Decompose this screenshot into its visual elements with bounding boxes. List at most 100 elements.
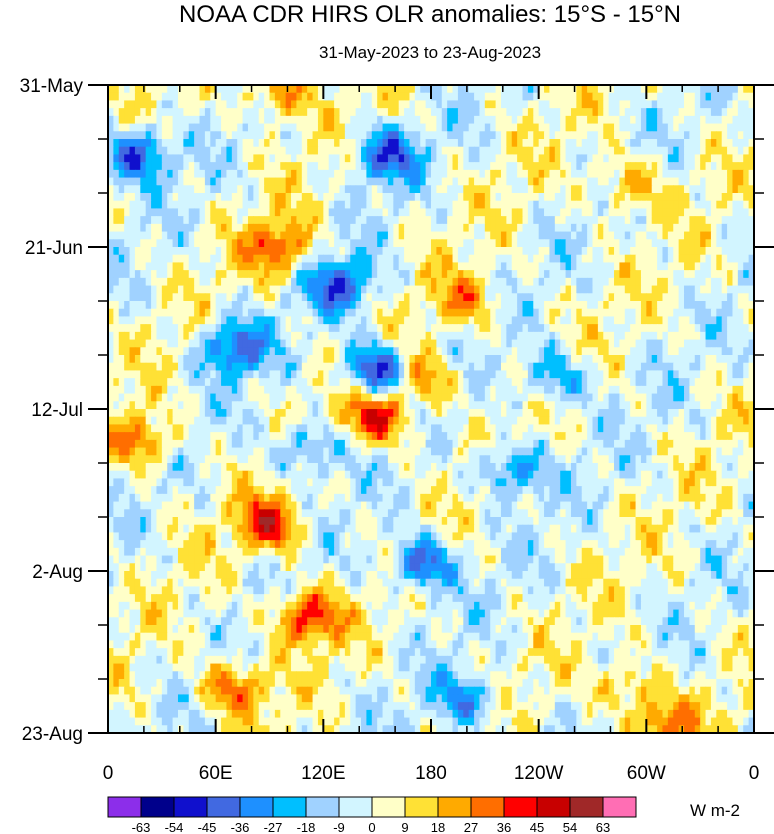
heatmap-cell bbox=[355, 200, 362, 210]
heatmap-cell bbox=[463, 362, 470, 372]
heatmap-cell bbox=[161, 308, 168, 318]
heatmap-cell bbox=[484, 270, 491, 279]
heatmap-cell bbox=[194, 231, 201, 240]
heatmap-cell bbox=[743, 362, 750, 372]
heatmap-cell bbox=[350, 85, 357, 94]
heatmap-cell bbox=[479, 169, 486, 179]
heatmap-cell bbox=[172, 285, 179, 294]
heatmap-cell bbox=[188, 393, 195, 402]
heatmap-cell bbox=[484, 370, 491, 379]
heatmap-cell bbox=[710, 223, 717, 233]
heatmap-cell bbox=[597, 123, 604, 132]
heatmap-cell bbox=[431, 85, 437, 94]
heatmap-cell bbox=[280, 254, 287, 264]
heatmap-cell bbox=[377, 378, 384, 387]
heatmap-cell bbox=[339, 115, 346, 125]
heatmap-cell bbox=[560, 370, 567, 379]
heatmap-cell bbox=[527, 139, 534, 148]
heatmap-cell bbox=[188, 85, 195, 94]
heatmap-cell bbox=[500, 100, 507, 109]
heatmap-cell bbox=[640, 231, 647, 240]
heatmap-cell bbox=[581, 208, 588, 217]
heatmap-cell bbox=[737, 185, 744, 194]
heatmap-cell bbox=[710, 293, 717, 302]
heatmap-cell bbox=[474, 139, 481, 148]
heatmap-cell bbox=[560, 378, 567, 387]
heatmap-cell bbox=[366, 154, 373, 163]
heatmap-cell bbox=[129, 146, 136, 156]
heatmap-cell bbox=[533, 185, 540, 194]
heatmap-cell bbox=[544, 231, 551, 240]
heatmap-cell bbox=[204, 339, 211, 348]
heatmap-cell bbox=[420, 378, 427, 387]
heatmap-cell bbox=[511, 216, 518, 225]
heatmap-cell bbox=[323, 146, 330, 156]
heatmap-cell bbox=[597, 270, 604, 279]
heatmap-cell bbox=[140, 308, 147, 318]
heatmap-cell bbox=[377, 185, 384, 194]
heatmap-cell bbox=[710, 270, 717, 279]
heatmap-cell bbox=[199, 362, 206, 372]
heatmap-cell bbox=[221, 316, 228, 325]
heatmap-cell bbox=[425, 331, 432, 341]
heatmap-cell bbox=[522, 362, 529, 372]
heatmap-cell bbox=[619, 362, 626, 372]
heatmap-cell bbox=[204, 308, 211, 318]
heatmap-cell bbox=[657, 85, 664, 94]
heatmap-cell bbox=[231, 262, 238, 271]
heatmap-cell bbox=[226, 401, 233, 410]
heatmap-cell bbox=[108, 123, 114, 132]
heatmap-cell bbox=[447, 123, 454, 132]
heatmap-cell bbox=[393, 247, 400, 256]
heatmap-cell bbox=[581, 316, 588, 325]
heatmap-cell bbox=[194, 316, 201, 325]
heatmap-cell bbox=[436, 92, 443, 102]
heatmap-cell bbox=[291, 200, 298, 210]
heatmap-cell bbox=[194, 185, 201, 194]
heatmap-cell bbox=[167, 115, 174, 125]
heatmap-cell bbox=[344, 231, 351, 240]
heatmap-cell bbox=[377, 200, 384, 210]
heatmap-cell bbox=[188, 301, 195, 310]
heatmap-cell bbox=[145, 216, 152, 225]
heatmap-cell bbox=[242, 154, 249, 163]
heatmap-cell bbox=[436, 193, 443, 202]
heatmap-cell bbox=[140, 339, 147, 348]
heatmap-cell bbox=[129, 239, 136, 248]
heatmap-cell bbox=[194, 270, 201, 279]
heatmap-cell bbox=[527, 169, 534, 179]
heatmap-cell bbox=[247, 146, 254, 156]
heatmap-cell bbox=[377, 146, 384, 156]
heatmap-cell bbox=[614, 185, 621, 194]
heatmap-cell bbox=[167, 162, 174, 171]
heatmap-cell bbox=[667, 362, 674, 372]
heatmap-cell bbox=[544, 131, 551, 140]
heatmap-cell bbox=[570, 185, 577, 194]
heatmap-cell bbox=[350, 185, 357, 194]
heatmap-cell bbox=[667, 123, 674, 132]
heatmap-cell bbox=[490, 154, 497, 163]
heatmap-cell bbox=[334, 293, 341, 302]
heatmap-cell bbox=[667, 247, 674, 256]
heatmap-cell bbox=[727, 277, 734, 287]
heatmap-cell bbox=[366, 285, 373, 294]
heatmap-cell bbox=[285, 100, 292, 109]
heatmap-cell bbox=[344, 262, 351, 271]
heatmap-cell bbox=[188, 115, 195, 125]
heatmap-cell bbox=[565, 347, 572, 356]
heatmap-cell bbox=[431, 146, 437, 156]
heatmap-cell bbox=[296, 339, 303, 348]
heatmap-cell bbox=[258, 339, 265, 348]
heatmap-cell bbox=[678, 262, 685, 271]
heatmap-cell bbox=[468, 385, 475, 395]
heatmap-cell bbox=[468, 123, 475, 132]
heatmap-cell bbox=[124, 355, 131, 364]
heatmap-cell bbox=[614, 347, 621, 356]
heatmap-cell bbox=[603, 247, 610, 256]
heatmap-cell bbox=[339, 285, 346, 294]
heatmap-cell bbox=[264, 277, 271, 287]
heatmap-cell bbox=[134, 231, 141, 240]
heatmap-cell bbox=[576, 200, 583, 210]
heatmap-cell bbox=[511, 270, 518, 279]
heatmap-cell bbox=[264, 316, 271, 325]
